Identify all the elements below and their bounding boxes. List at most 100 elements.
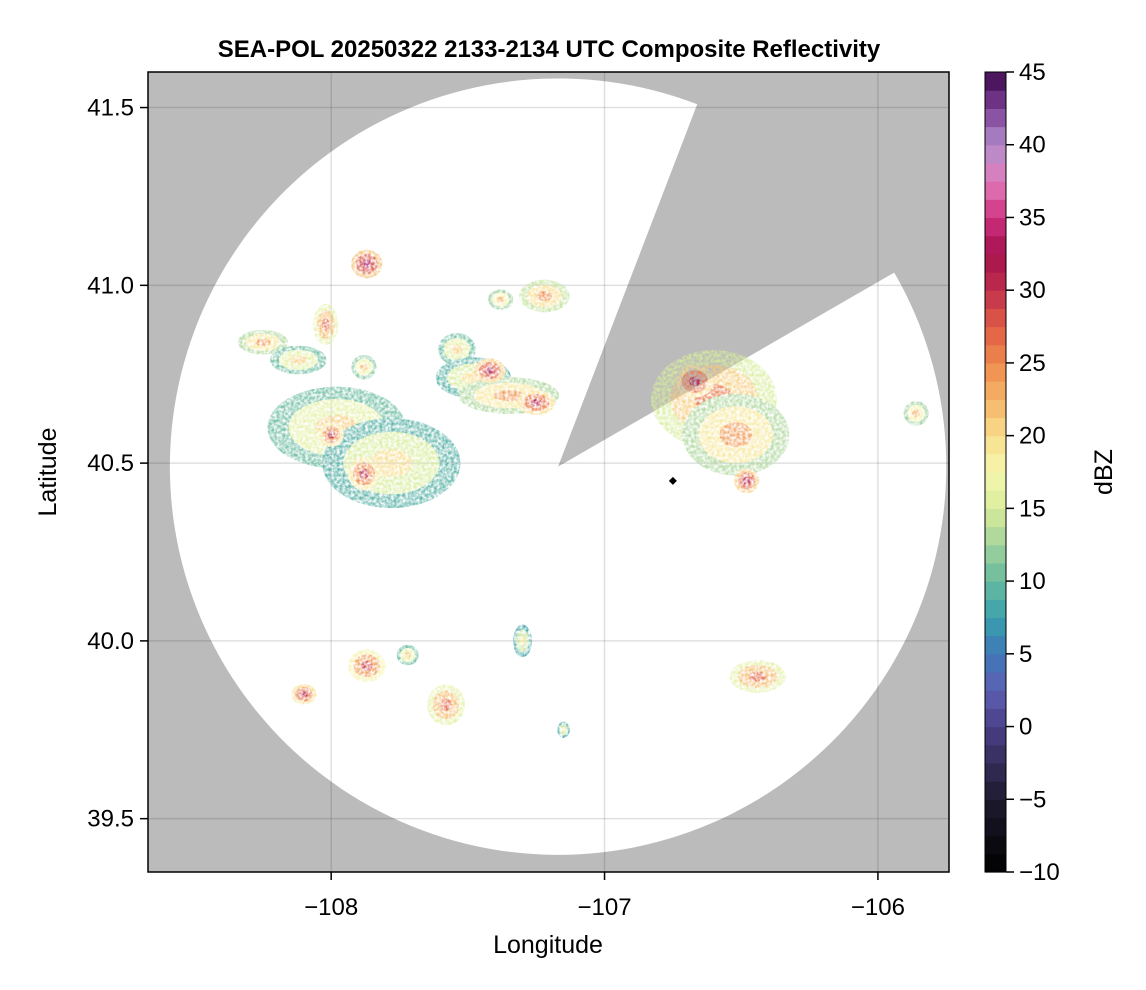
y-tick-label: 41.5 (87, 95, 134, 122)
colorbar-bin (985, 799, 1006, 819)
colorbar-bin (985, 90, 1006, 109)
x-tick-label: −106 (851, 894, 905, 921)
echo-cell-core (327, 430, 335, 439)
echo-cell-core (519, 635, 526, 646)
reflectivity-echoes (237, 249, 929, 738)
y-axis-label: Latitude (34, 428, 62, 517)
echo-cell-core (561, 727, 566, 733)
echo-cell-core (404, 652, 412, 659)
echo-cell-core (451, 344, 463, 355)
grid-lines (148, 72, 949, 872)
echo-cell-core (493, 389, 525, 402)
colorbar-ticks: −10 −5 0 5 10 15 20 25 30 35 40 45 (1006, 59, 1060, 886)
echo-cell-core (360, 660, 373, 671)
echo-cell-core (299, 691, 308, 698)
echo-cell-core (370, 449, 413, 477)
x-tick-label: −108 (304, 894, 358, 921)
colorbar-bin (985, 435, 1006, 455)
colorbar-bin (985, 453, 1006, 473)
echo-cell-core (361, 259, 372, 269)
colorbar-bin (985, 381, 1006, 400)
colorbar-tick-label: 45 (1019, 59, 1046, 86)
colorbar-bin (985, 72, 1006, 91)
y-axis-ticks: 39.5 40.0 40.5 41.0 41.5 (87, 95, 148, 833)
colorbar-bin (985, 417, 1006, 437)
colorbar-tick-label: 40 (1019, 132, 1046, 159)
colorbar-bin (985, 672, 1006, 691)
echo-cell-core (912, 409, 921, 418)
colorbar-bin (985, 526, 1006, 546)
colorbar-bin (985, 472, 1006, 491)
colorbar-bin (985, 217, 1006, 237)
colorbar-bin (985, 272, 1006, 291)
colorbar-bin (985, 290, 1006, 309)
colorbar-bin (985, 744, 1006, 764)
colorbar-bin (985, 199, 1006, 219)
colorbar-bin (985, 181, 1006, 200)
colorbar-bin (985, 635, 1006, 655)
y-tick-label: 39.5 (87, 806, 134, 833)
colorbar-bin (985, 690, 1006, 709)
colorbar-bin (985, 108, 1006, 128)
colorbar-bin (985, 726, 1006, 746)
colorbar-bin (985, 817, 1006, 837)
colorbar-tick-label: 5 (1019, 641, 1032, 668)
colorbar-bin (985, 344, 1006, 364)
colorbar-bin (985, 599, 1006, 619)
colorbar (984, 71, 1007, 873)
echo-cell-core (719, 422, 753, 448)
colorbar-tick-label: 10 (1019, 568, 1046, 595)
x-axis-ticks: −108 −107 −106 (304, 872, 905, 921)
colorbar-bin (985, 708, 1006, 728)
echo-cell-core (749, 671, 767, 682)
echo-cell-core (530, 398, 542, 407)
colorbar-bin (985, 326, 1006, 346)
colorbar-bin (985, 508, 1006, 528)
colorbar-bin (985, 126, 1006, 146)
colorbar-label: dBZ (1090, 449, 1118, 495)
echo-cell-core (484, 366, 495, 375)
colorbar-bin (985, 762, 1006, 782)
colorbar-tick-label: 20 (1019, 423, 1046, 450)
axes-frame (147, 71, 950, 873)
colorbar-tick-label: −10 (1019, 859, 1060, 886)
y-tick-label: 41.0 (87, 272, 134, 299)
colorbar-frame (984, 71, 1007, 873)
colorbar-bin (985, 144, 1006, 164)
colorbar-bin (985, 835, 1006, 855)
diamond-marker (668, 476, 677, 485)
colorbar-tick-label: 30 (1019, 277, 1046, 304)
colorbar-tick-label: 0 (1019, 714, 1032, 741)
echo-cell-core (689, 376, 701, 387)
echo-cell-core (321, 318, 330, 331)
echo-cell-core (440, 698, 452, 712)
echo-cell-core (255, 338, 271, 346)
colorbar-bin (985, 581, 1006, 600)
echo-cell-core (289, 355, 307, 365)
colorbar-bin (985, 399, 1006, 419)
colorbar-bin (985, 362, 1006, 382)
echo-cell-core (536, 291, 553, 301)
chart-title: SEA-POL 20250322 2133-2134 UTC Composite… (218, 36, 881, 63)
colorbar-bin (985, 308, 1006, 328)
echo-cell-core (742, 477, 751, 485)
colorbar-bin (985, 490, 1006, 509)
colorbar-bin (985, 235, 1006, 255)
echo-cell-core (360, 363, 368, 371)
x-tick-label: −107 (578, 894, 632, 921)
colorbar-bin (985, 853, 1006, 873)
x-axis-label: Longitude (493, 931, 603, 959)
colorbar-tick-label: −5 (1019, 786, 1046, 813)
echo-cell-core (359, 468, 369, 479)
colorbar-bin (985, 162, 1006, 182)
colorbar-bin (985, 562, 1006, 582)
colorbar-bin (985, 653, 1006, 673)
y-tick-label: 40.5 (87, 450, 134, 477)
colorbar-tick-label: 15 (1019, 495, 1046, 522)
colorbar-bin (985, 617, 1006, 637)
colorbar-tick-label: 25 (1019, 350, 1046, 377)
colorbar-bin (985, 781, 1006, 800)
y-tick-label: 40.0 (87, 628, 134, 655)
colorbar-bin (985, 544, 1006, 564)
